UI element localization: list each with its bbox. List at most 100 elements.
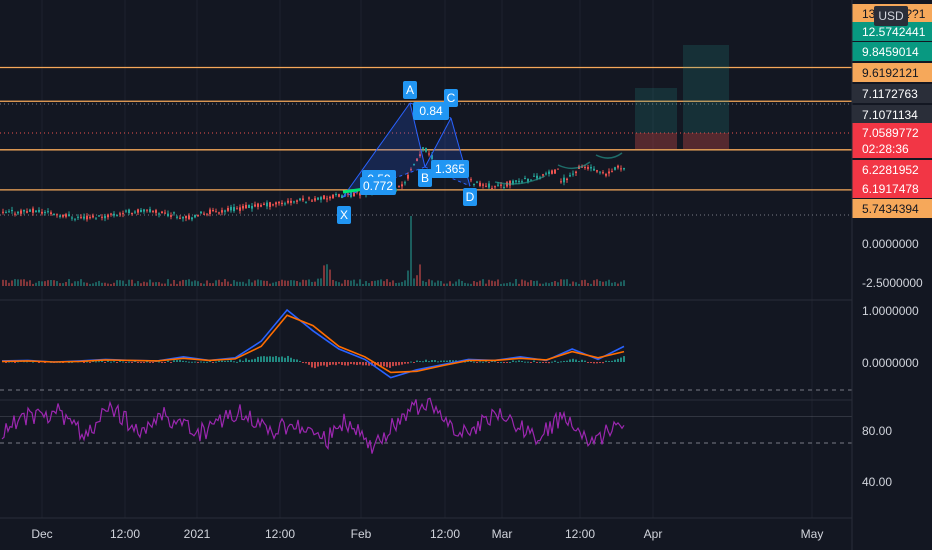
volume-bar bbox=[431, 280, 433, 286]
candle-body bbox=[416, 158, 418, 161]
volume-bar bbox=[476, 282, 478, 286]
candle-body bbox=[167, 213, 169, 216]
macd-histogram-bar bbox=[281, 356, 283, 362]
candle-body bbox=[275, 202, 277, 205]
cup-arc bbox=[557, 161, 591, 170]
candle-body bbox=[293, 201, 295, 203]
macd-histogram-bar bbox=[170, 362, 172, 363]
volume-bar bbox=[263, 280, 265, 286]
macd-histogram-bar bbox=[137, 362, 139, 363]
volume-bar bbox=[167, 279, 169, 286]
candle-body bbox=[548, 171, 550, 174]
volume-bar bbox=[383, 281, 385, 286]
macd-histogram-bar bbox=[140, 362, 142, 363]
candle-body bbox=[296, 200, 298, 202]
long-position-stop-zone bbox=[683, 133, 729, 149]
candle-body bbox=[89, 217, 91, 219]
volume-bar bbox=[407, 270, 409, 286]
volume-bar bbox=[572, 281, 574, 286]
candle-body bbox=[254, 204, 256, 207]
macd-histogram-bar bbox=[554, 360, 556, 362]
macd-histogram-bar bbox=[227, 360, 229, 362]
volume-bar bbox=[596, 279, 598, 286]
macd-histogram-bar bbox=[239, 359, 241, 362]
macd-histogram-bar bbox=[152, 362, 154, 363]
macd-histogram-bar bbox=[266, 356, 268, 362]
volume-bar bbox=[233, 280, 235, 286]
volume-bar bbox=[377, 280, 379, 286]
macd-histogram-bar bbox=[311, 362, 313, 368]
macd-histogram-bar bbox=[185, 361, 187, 363]
volume-bar bbox=[599, 280, 601, 286]
macd-histogram-bar bbox=[353, 362, 355, 365]
time-axis-tick: May bbox=[801, 527, 824, 541]
candle-body bbox=[500, 184, 502, 186]
price-axis-label: 12.5742441 bbox=[862, 25, 926, 39]
cup-arc bbox=[595, 152, 623, 159]
time-axis-tick: Feb bbox=[351, 527, 372, 541]
time-axis-tick: 12:00 bbox=[430, 527, 460, 541]
currency-label[interactable]: USD bbox=[874, 6, 908, 26]
volume-bar bbox=[527, 282, 529, 286]
volume-bar bbox=[41, 281, 43, 286]
macd-histogram-bar bbox=[326, 362, 328, 367]
macd-histogram-bar bbox=[575, 359, 577, 362]
volume-axis-tick: -2.5000000 bbox=[862, 276, 923, 290]
macd-histogram-bar bbox=[335, 362, 337, 366]
candle-body bbox=[521, 181, 523, 183]
volume-bar bbox=[179, 281, 181, 286]
macd-histogram-bar bbox=[386, 362, 388, 368]
volume-bar bbox=[56, 281, 58, 286]
macd-signal-line bbox=[1, 314, 625, 374]
price-axis-label: 6.1917478 bbox=[862, 182, 919, 196]
macd-histogram-bar bbox=[194, 361, 196, 363]
candle-body bbox=[155, 210, 157, 213]
macd-histogram-bar bbox=[125, 362, 127, 363]
volume-bar bbox=[512, 283, 514, 286]
candle-body bbox=[587, 167, 589, 169]
volume-bar bbox=[146, 282, 148, 286]
macd-histogram-bar bbox=[428, 361, 430, 363]
candle-body bbox=[233, 207, 235, 212]
candle-body bbox=[428, 153, 430, 155]
macd-histogram-bar bbox=[284, 357, 286, 362]
volume-bar bbox=[287, 280, 289, 286]
macd-histogram-bar bbox=[167, 360, 169, 362]
candle-body bbox=[569, 175, 571, 177]
volume-bar bbox=[38, 281, 40, 286]
candle-body bbox=[86, 215, 88, 220]
macd-histogram-bar bbox=[245, 358, 247, 362]
candle-body bbox=[23, 209, 25, 212]
candle-body bbox=[407, 174, 409, 179]
candle-body bbox=[332, 194, 334, 199]
volume-bar bbox=[284, 280, 286, 286]
candle-body bbox=[2, 211, 4, 213]
volume-bar bbox=[17, 279, 19, 286]
volume-bar bbox=[308, 279, 310, 286]
macd-histogram-bar bbox=[320, 362, 322, 366]
candle-body bbox=[305, 202, 307, 204]
macd-histogram-bar bbox=[158, 361, 160, 363]
candle-body bbox=[335, 194, 337, 196]
candle-body bbox=[614, 167, 616, 170]
candle-body bbox=[347, 193, 349, 195]
candle-body bbox=[242, 205, 244, 209]
macd-axis-tick: 1.0000000 bbox=[862, 304, 919, 318]
volume-bar bbox=[548, 283, 550, 286]
candle-body bbox=[68, 214, 70, 217]
candle-body bbox=[239, 207, 241, 211]
volume-bar bbox=[161, 283, 163, 286]
candle-body bbox=[8, 211, 10, 213]
volume-bar bbox=[125, 283, 127, 286]
candle-body bbox=[554, 169, 556, 174]
candle-body bbox=[134, 211, 136, 213]
volume-bar bbox=[437, 280, 439, 286]
volume-bar bbox=[557, 282, 559, 286]
price-axis-tag bbox=[852, 139, 932, 158]
candle-body bbox=[512, 180, 514, 184]
volume-bar bbox=[32, 283, 34, 286]
candle-body bbox=[149, 209, 151, 212]
volume-bar bbox=[530, 280, 532, 286]
volume-bar bbox=[299, 282, 301, 286]
